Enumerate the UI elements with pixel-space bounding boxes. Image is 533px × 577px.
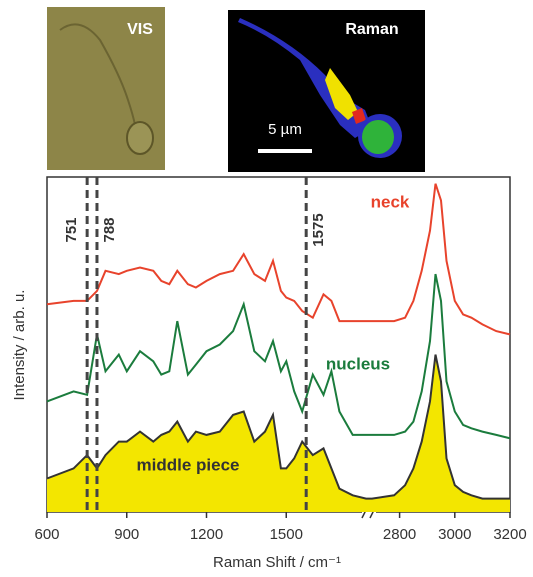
x-tick-label: 2800 [383, 526, 416, 543]
x-tick-label: 600 [34, 526, 59, 543]
raman-label: Raman [345, 21, 398, 38]
y-axis-label: Intensity / arb. u. [11, 290, 28, 401]
vis-image: VIS [47, 7, 165, 170]
spectrum-line [46, 273, 511, 440]
spectrum-line [46, 183, 511, 336]
x-axis-label: Raman Shift / cm⁻¹ [213, 554, 341, 571]
x-tick-label: 3200 [493, 526, 526, 543]
area [47, 354, 510, 512]
raman-image: 5 µm Raman [228, 10, 425, 172]
x-tick-label: 1200 [190, 526, 223, 543]
marker-label: 751 [63, 217, 80, 242]
series-label: neck [371, 192, 410, 211]
marker-label: 788 [101, 217, 118, 242]
series-label: nucleus [326, 354, 390, 373]
vis-label: VIS [127, 21, 153, 38]
x-tick-label: 900 [114, 526, 139, 543]
marker-label: 1575 [310, 213, 327, 246]
x-tick-label: 3000 [438, 526, 471, 543]
series-label: middle piece [137, 455, 240, 474]
scale-label: 5 µm [268, 121, 302, 138]
x-tick-label: 1500 [270, 526, 303, 543]
spectrum-line [46, 354, 510, 500]
